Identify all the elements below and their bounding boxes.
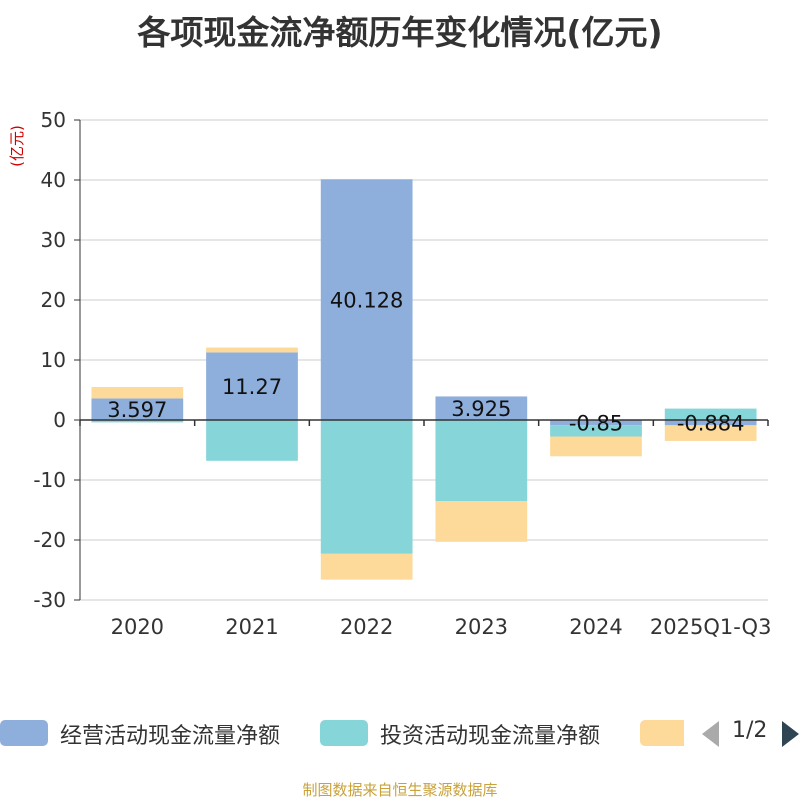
legend-next-page-icon[interactable] (782, 721, 799, 747)
x-tick-label: 2022 (340, 615, 393, 639)
bar-segment-series-1 (664, 408, 757, 420)
legend-swatch-investing (320, 720, 368, 746)
data-label: -0.884 (677, 412, 745, 436)
source-footer: 制图数据来自恒生聚源数据库 (302, 781, 498, 799)
bar-segment-series-2 (206, 347, 298, 353)
bar-segment-series-1 (435, 420, 528, 501)
legend-item-financing[interactable] (640, 716, 684, 750)
bar-segment-series-2 (91, 387, 184, 399)
bar-segment-series-0 (320, 179, 413, 420)
bar-segment-series-0 (206, 352, 298, 420)
bar-segment-series-0 (435, 396, 528, 420)
bar-segment-series-2 (664, 425, 757, 441)
bar-segment-series-1 (91, 420, 184, 423)
y-tick-label: 50 (41, 108, 66, 132)
bar-segment-series-2 (320, 553, 413, 580)
chart-canvas: 50 40 30 20 10 0 -10 -20 -30 (亿元) 2020 2021 2022 2023… (8, 108, 771, 639)
legend-label-operating: 经营活动现金流量净额 (60, 724, 281, 749)
bar-segment-series-0 (550, 420, 642, 426)
y-axis-unit-label: (亿元) (8, 125, 26, 167)
legend-page-indicator: 1/2 (732, 718, 768, 743)
grid-layer (80, 119, 768, 601)
x-tick-label: 2021 (225, 615, 278, 639)
x-tick-label: 2024 (569, 615, 622, 639)
y-tick-label: 10 (41, 348, 66, 372)
y-tick-label: -10 (33, 468, 66, 492)
legend-prev-page-icon[interactable] (702, 721, 719, 747)
bar-segment-series-1 (206, 420, 298, 461)
y-tick-label: -30 (33, 588, 66, 612)
data-label: -0.85 (569, 412, 623, 436)
y-tick-label: 30 (41, 228, 66, 252)
data-label: 40.128 (330, 289, 403, 313)
legend-label-investing: 投资活动现金流量净额 (380, 724, 601, 749)
y-tick-label: 0 (53, 408, 66, 432)
chart-title: 各项现金流净额历年变化情况(亿元) (137, 13, 663, 52)
bar-segment-series-2 (550, 436, 642, 457)
x-tick-label: 2023 (455, 615, 508, 639)
bar-segment-series-0 (664, 420, 757, 426)
bar-layer (91, 179, 757, 580)
label-layer: 3.597 11.27 40.128 3.925 -0.85 -0.884 (107, 289, 744, 436)
bar-segment-series-1 (550, 425, 642, 437)
y-tick-label: 20 (41, 288, 66, 312)
x-tick-label: 2025Q1-Q3 (650, 615, 772, 639)
y-tick-label: -20 (33, 528, 66, 552)
data-label: 11.27 (222, 375, 282, 399)
legend-swatch-financing (640, 720, 684, 746)
x-tick-label: 2020 (111, 615, 164, 639)
data-label: 3.597 (107, 398, 167, 422)
data-label: 3.925 (451, 397, 511, 421)
legend-swatch-operating (0, 720, 48, 746)
bar-segment-series-0 (91, 398, 184, 420)
y-tick-label: 40 (41, 168, 66, 192)
bar-segment-series-2 (435, 501, 528, 542)
axis-layer: 50 40 30 20 10 0 -10 -20 -30 (亿元) 2020 2021 2022 2023… (8, 108, 771, 639)
legend: 经营活动现金流量净额 投资活动现金流量净额 1/2 (0, 716, 800, 756)
bar-segment-series-1 (320, 420, 413, 554)
